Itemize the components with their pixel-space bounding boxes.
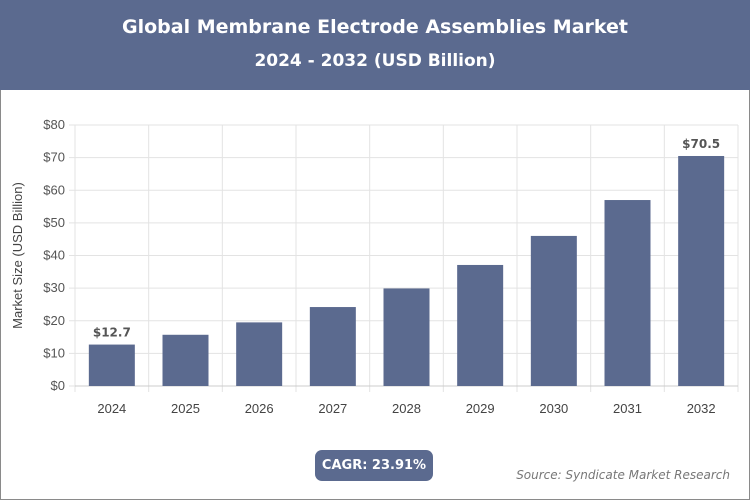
- x-tick-label: 2027: [318, 401, 347, 416]
- x-tick-label: 2030: [539, 401, 568, 416]
- x-tick-label: 2029: [466, 401, 495, 416]
- x-tick-label: 2026: [245, 401, 274, 416]
- y-axis-label: Market Size (USD Billion): [10, 182, 25, 329]
- bar: [162, 334, 209, 386]
- chart-title: Global Membrane Electrode Assemblies Mar…: [121, 16, 628, 38]
- bar: [383, 288, 430, 386]
- y-tick-label: $30: [43, 280, 65, 295]
- bar: [604, 200, 651, 386]
- y-tick-label: $40: [43, 248, 65, 263]
- chart-header: Global Membrane Electrode Assemblies Mar…: [0, 0, 750, 90]
- x-tick-label: 2032: [687, 401, 716, 416]
- y-tick-label: $0: [51, 378, 65, 393]
- x-tick-label: 2024: [97, 401, 126, 416]
- y-tick-label: $60: [43, 182, 65, 197]
- bar: [309, 307, 356, 386]
- data-label: $70.5: [682, 137, 720, 151]
- x-tick-label: 2031: [613, 401, 642, 416]
- bar: [530, 235, 577, 386]
- x-tick-label: 2025: [171, 401, 200, 416]
- chart-subtitle: 2024 - 2032 (USD Billion): [254, 51, 496, 71]
- y-tick-label: $10: [43, 345, 65, 360]
- bar: [457, 264, 504, 386]
- bar: [678, 155, 725, 386]
- y-tick-label: $50: [43, 215, 65, 230]
- bar: [236, 322, 283, 386]
- y-tick-label: $80: [43, 117, 65, 132]
- y-tick-label: $20: [43, 313, 65, 328]
- cagr-badge: CAGR: 23.91%: [315, 450, 433, 481]
- y-tick-label: $70: [43, 150, 65, 165]
- x-tick-label: 2028: [392, 401, 421, 416]
- data-label: $12.7: [93, 326, 131, 340]
- bar: [88, 344, 135, 386]
- source-note: Source: Syndicate Market Research: [516, 468, 730, 482]
